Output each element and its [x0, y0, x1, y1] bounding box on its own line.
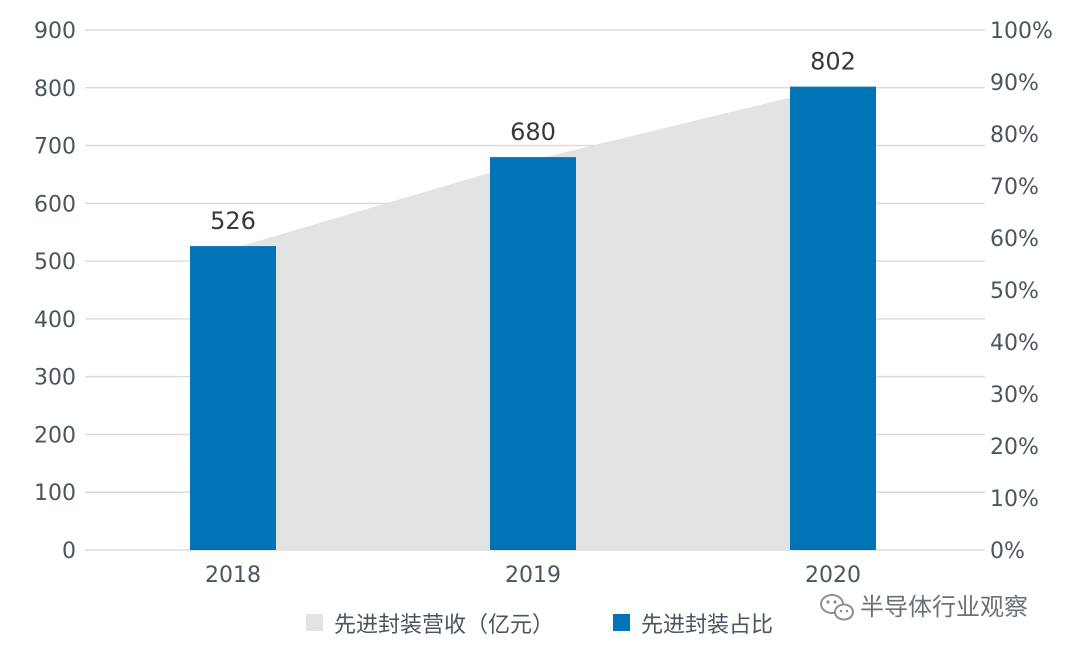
y-right-tick: 70% — [990, 175, 1039, 200]
y-right-tick: 30% — [990, 383, 1039, 408]
x-axis: 2018 2019 2020 — [205, 563, 861, 588]
x-tick: 2020 — [805, 563, 861, 588]
y-left-tick: 200 — [34, 423, 76, 448]
legend-label-share: 先进封装占比 — [641, 613, 773, 638]
watermark: 半导体行业观察 — [820, 593, 1028, 621]
legend-label-revenue: 先进封装营收（亿元） — [334, 613, 554, 638]
y-right-tick: 0% — [990, 539, 1025, 564]
y-left-tick: 300 — [34, 366, 76, 391]
y-left-tick: 900 — [34, 19, 76, 44]
y-right-tick: 40% — [990, 331, 1039, 356]
wechat-icon — [820, 594, 854, 621]
y-left-tick: 700 — [34, 135, 76, 160]
bar-2018 — [190, 246, 276, 551]
y-right-tick: 60% — [990, 227, 1039, 252]
y-left-tick: 500 — [34, 250, 76, 275]
bar-series — [190, 86, 876, 551]
data-label-2018: 526 — [210, 207, 256, 235]
data-label-2019: 680 — [510, 118, 556, 146]
y-left-tick: 800 — [34, 77, 76, 102]
y-right-tick: 10% — [990, 487, 1039, 512]
bar-2020 — [790, 86, 876, 550]
watermark-text: 半导体行业观察 — [860, 593, 1028, 621]
legend: 先进封装营收（亿元） 先进封装占比 — [306, 613, 773, 638]
y-right-tick: 90% — [990, 71, 1039, 96]
y-left-tick: 600 — [34, 192, 76, 217]
y-left-tick: 0 — [62, 539, 76, 564]
bar-2019 — [490, 157, 576, 550]
y-left-tick: 400 — [34, 308, 76, 333]
y-right-tick: 50% — [990, 279, 1039, 304]
legend-swatch-revenue — [306, 614, 323, 631]
x-tick: 2019 — [505, 563, 561, 588]
y-axis-right: 0% 10% 20% 30% 40% 50% 60% 70% 80% 90% 100% — [990, 19, 1053, 564]
y-left-tick: 100 — [34, 481, 76, 506]
y-right-tick: 20% — [990, 435, 1039, 460]
data-labels: 526 680 802 — [210, 48, 856, 235]
y-axis-left: 0 100 200 300 400 500 600 700 800 900 — [34, 19, 76, 564]
y-right-tick: 100% — [990, 19, 1053, 44]
data-label-2020: 802 — [810, 48, 856, 76]
legend-swatch-share — [613, 614, 630, 631]
x-tick: 2018 — [205, 563, 261, 588]
y-right-tick: 80% — [990, 123, 1039, 148]
